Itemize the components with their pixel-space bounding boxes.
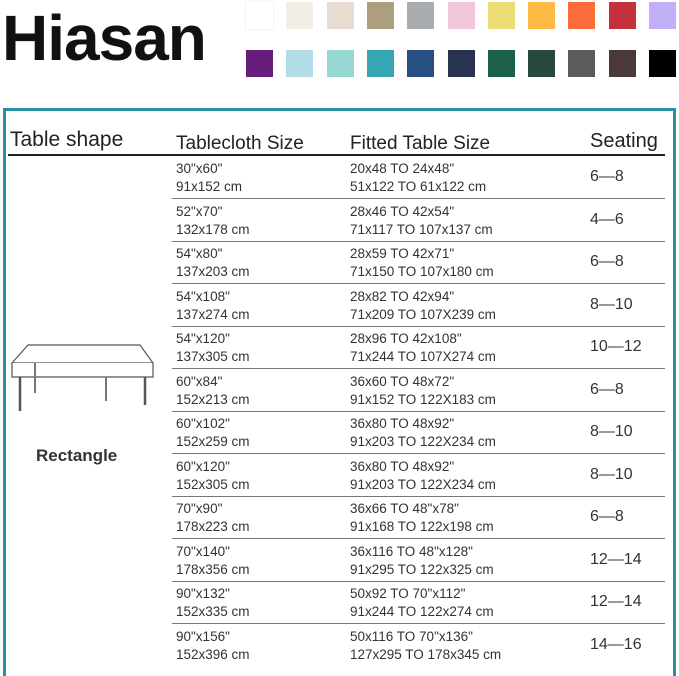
- color-swatch[interactable]: [649, 2, 676, 29]
- fitted-size: 36x116 TO 48"x128" 91x295 TO 122x325 cm: [350, 543, 494, 577]
- seating: 12—14: [590, 550, 642, 568]
- table-row: 60"x84" 152x213 cm 36x60 TO 48x72" 91x152 …: [172, 370, 665, 412]
- color-swatch[interactable]: [286, 50, 314, 77]
- color-swatch[interactable]: [568, 50, 596, 77]
- color-swatch[interactable]: [326, 2, 354, 29]
- tablecloth-size: 60"x120" 152x305 cm: [176, 458, 250, 492]
- seating: 8—10: [590, 423, 633, 440]
- table-row: 54"x108" 137x274 cm 28x82 TO 42x94" 71x209…: [172, 285, 665, 327]
- seating: 6—8: [590, 253, 624, 270]
- color-swatch[interactable]: [407, 50, 435, 77]
- table-row: 90"x156" 152x396 cm 50x116 TO 70"x136" 127…: [172, 625, 665, 667]
- color-swatch[interactable]: [246, 2, 273, 29]
- fitted-size: 50x92 TO 70"x112" 91x244 TO 122x274 cm: [350, 586, 494, 619]
- table-row: 52"x70" 132x178 cm 28x46 TO 42x54" 71x117 …: [172, 200, 665, 242]
- seating: 6—8: [590, 508, 624, 525]
- fitted-size: 28x46 TO 42x54" 71x117 TO 107x137 cm: [350, 203, 493, 237]
- size-chart: [3, 108, 676, 676]
- fitted-size: 50x116 TO 70"x136" 127x295 TO 178x345 cm: [350, 628, 502, 662]
- table-row: 54"x120" 137x305 cm 28x96 TO 42x108" 71x24…: [172, 327, 665, 370]
- table-row: 90"x132" 152x335 cm 50x92 TO 70"x112" 91x2…: [172, 582, 665, 625]
- tablecloth-size: 54"x120" 137x305 cm: [176, 331, 250, 364]
- tablecloth-size: 90"x156" 152x396 cm: [176, 628, 250, 662]
- color-swatch[interactable]: [568, 2, 596, 29]
- brand-logo: Hiasan: [2, 2, 207, 74]
- seating: 12—14: [590, 593, 642, 610]
- table-row: 70"x90" 178x223 cm 36x66 TO 48"x78" 91x168…: [172, 497, 665, 540]
- color-swatch[interactable]: [407, 2, 435, 29]
- color-swatch[interactable]: [487, 50, 515, 77]
- color-swatch[interactable]: [447, 2, 475, 29]
- tablecloth-size: 52"x70" 132x178 cm: [176, 203, 250, 237]
- seating: 8—10: [590, 295, 633, 313]
- color-swatch[interactable]: [608, 2, 636, 29]
- tablecloth-size: 70"x140" 178x356 cm: [176, 543, 250, 577]
- tablecloth-size: 30"x60" 91x152 cm: [176, 161, 243, 194]
- tablecloth-size: 54"x80" 137x203 cm: [176, 246, 250, 279]
- color-swatch[interactable]: [608, 50, 636, 77]
- fitted-size: 36x60 TO 48x72" 91x152 TO 122X183 cm: [350, 373, 496, 407]
- shape-label: Rectangle: [36, 446, 118, 465]
- seating: 6—8: [590, 168, 624, 185]
- fitted-size: 28x96 TO 42x108" 71x244 TO 107X274 cm: [350, 331, 496, 364]
- header-divider: [8, 154, 665, 156]
- color-swatch[interactable]: [649, 50, 676, 77]
- seating: 14—16: [590, 635, 642, 653]
- tablecloth-size: 60"x84" 152x213 cm: [176, 373, 250, 407]
- color-swatch[interactable]: [366, 2, 394, 29]
- fitted-size: 28x59 TO 42x71" 71x150 TO 107x180 cm: [350, 246, 494, 279]
- color-swatch[interactable]: [246, 50, 273, 77]
- header-shape: Table shape: [10, 128, 124, 151]
- rectangle-table-icon: [10, 344, 155, 411]
- color-swatch[interactable]: [447, 50, 475, 77]
- table-row: 54"x80" 137x203 cm 28x59 TO 42x71" 71x150 …: [172, 242, 665, 285]
- color-swatch[interactable]: [326, 50, 354, 77]
- tablecloth-size: 60"x102" 152x259 cm: [176, 416, 250, 449]
- tablecloth-size: 54"x108" 137x274 cm: [176, 288, 250, 322]
- fitted-size: 20x48 TO 24x48" 51x122 TO 61x122 cm: [350, 161, 487, 194]
- table-row: 60"x102" 152x259 cm 36x80 TO 48x92" 91x203…: [172, 412, 665, 455]
- seating: 4—6: [590, 210, 624, 228]
- fitted-size: 28x82 TO 42x94" 71x209 TO 107X239 cm: [350, 288, 496, 322]
- header-fitted: Fitted Table Size: [350, 133, 491, 154]
- header-seating: Seating: [590, 130, 658, 152]
- color-swatch[interactable]: [528, 50, 556, 77]
- seating: 6—8: [590, 380, 624, 398]
- table-row: 70"x140" 178x356 cm 36x116 TO 48"x128" 91x…: [172, 540, 665, 582]
- table-row: 60"x120" 152x305 cm 36x80 TO 48x92" 91x203…: [172, 455, 665, 497]
- header-size: Tablecloth Size: [176, 133, 304, 154]
- fitted-size: 36x80 TO 48x92" 91x203 TO 122X234 cm: [350, 458, 496, 492]
- color-swatch[interactable]: [487, 2, 515, 29]
- fitted-size: 36x66 TO 48"x78" 91x168 TO 122x198 cm: [350, 501, 494, 534]
- tablecloth-size: 70"x90" 178x223 cm: [176, 501, 250, 534]
- color-swatch[interactable]: [528, 2, 556, 29]
- color-swatch[interactable]: [286, 2, 314, 29]
- color-swatch[interactable]: [366, 50, 394, 77]
- fitted-size: 36x80 TO 48x92" 91x203 TO 122X234 cm: [350, 416, 496, 449]
- tablecloth-size: 90"x132" 152x335 cm: [176, 586, 250, 619]
- seating: 10—12: [590, 338, 642, 355]
- seating: 8—10: [590, 465, 633, 483]
- table-row: 30"x60" 91x152 cm 20x48 TO 24x48" 51x122 T…: [172, 157, 665, 200]
